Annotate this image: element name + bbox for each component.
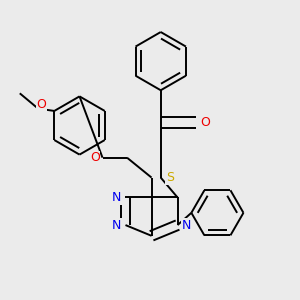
Text: O: O xyxy=(200,116,210,129)
Text: S: S xyxy=(166,171,174,184)
Text: N: N xyxy=(182,219,191,232)
Text: N: N xyxy=(112,219,121,232)
Text: N: N xyxy=(112,191,121,204)
Text: O: O xyxy=(36,98,46,110)
Text: O: O xyxy=(90,151,100,164)
